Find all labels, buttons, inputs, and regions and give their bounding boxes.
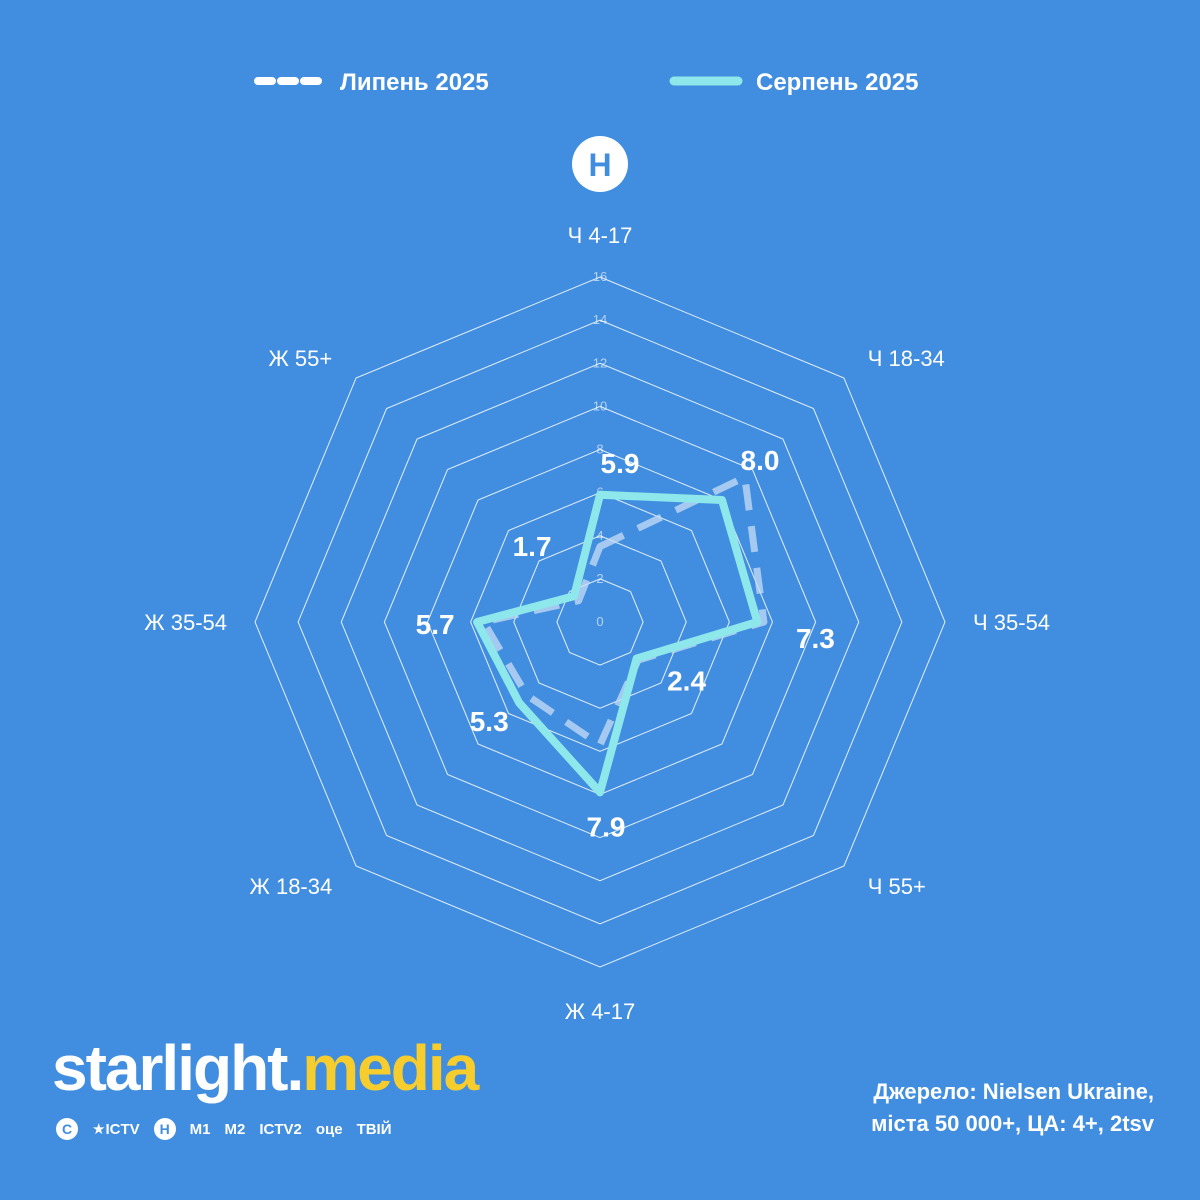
grid-ring-6 (470, 492, 730, 752)
axis-label: Ж 35-54 (144, 610, 227, 635)
grid-ring-12 (340, 362, 860, 882)
source-line-1: Джерело: Nielsen Ukraine, (873, 1079, 1154, 1104)
otse-icon: оце (315, 1120, 343, 1138)
tick-label: 0 (596, 614, 603, 629)
axis-label: Ч 35-54 (973, 610, 1050, 635)
channel-badge-letter: Н (588, 147, 611, 183)
logo-part-starlight: starlight (52, 1032, 288, 1104)
channel-badge: Н (572, 136, 628, 192)
legend-label-august: Серпень 2025 (756, 69, 919, 96)
source-note: Джерело: Nielsen Ukraine, міста 50 000+,… (871, 1076, 1154, 1140)
axis-label: Ж 4-17 (565, 999, 635, 1024)
logo-dot: . (286, 1032, 304, 1104)
grid-ring-14 (297, 319, 903, 925)
radar-series (473, 473, 768, 797)
logo-part-media: media (302, 1032, 479, 1104)
channel-logos-row: С ★ICTV Н M1 M2 ICTV2 оце ТВІЙ (56, 1118, 392, 1140)
data-label: 5.7 (416, 609, 455, 640)
legend: Липень 2025 Серпень 2025 (254, 69, 919, 96)
tick-label: 8 (596, 442, 603, 457)
tick-label: 16 (593, 269, 607, 284)
axis-label: Ч 55+ (868, 874, 926, 899)
data-label: 7.3 (796, 623, 835, 654)
tviy-icon: ТВІЙ (356, 1120, 392, 1138)
grid-ring-4 (513, 535, 687, 709)
tick-label: 4 (596, 528, 603, 543)
data-label: 2.4 (667, 666, 706, 697)
axis-label: Ч 4-17 (568, 223, 633, 248)
data-label: 1.7 (513, 531, 552, 562)
data-label: 5.9 (601, 448, 640, 479)
channel-badge-circle (572, 136, 628, 192)
data-label: 8.0 (741, 445, 780, 476)
axis-label: Ч 18-34 (868, 346, 945, 371)
tick-label: 14 (593, 312, 607, 327)
novyi-icon: Н (153, 1118, 176, 1140)
ictv2-icon: ICTV2 (259, 1120, 302, 1138)
axis-label: Ж 18-34 (250, 874, 333, 899)
tick-label: 10 (593, 398, 607, 413)
data-label: 7.9 (587, 811, 626, 842)
starlight-media-logo: starlight.media (52, 1032, 479, 1104)
data-label: 5.3 (470, 706, 509, 737)
radar-labels: 5.9 8.0 7.3 2.4 7.9 5.3 5.7 1.7 (416, 445, 835, 842)
grid-ring-16 (254, 276, 946, 968)
stb-icon: С (56, 1118, 78, 1140)
tick-label: 2 (596, 571, 603, 586)
grid-ring-10 (383, 405, 817, 839)
axis-label: Ж 55+ (268, 346, 332, 371)
series-line-august (473, 490, 762, 797)
ictv-icon: ★ICTV (92, 1121, 140, 1138)
legend-label-july: Липень 2025 (340, 69, 489, 96)
tick-label: 12 (593, 355, 607, 370)
series-line-july (480, 473, 768, 749)
m1-icon: M1 (189, 1120, 211, 1138)
m2-icon: M2 (224, 1120, 246, 1138)
source-line-2: міста 50 000+, ЦА: 4+, 2tsv (871, 1111, 1154, 1136)
